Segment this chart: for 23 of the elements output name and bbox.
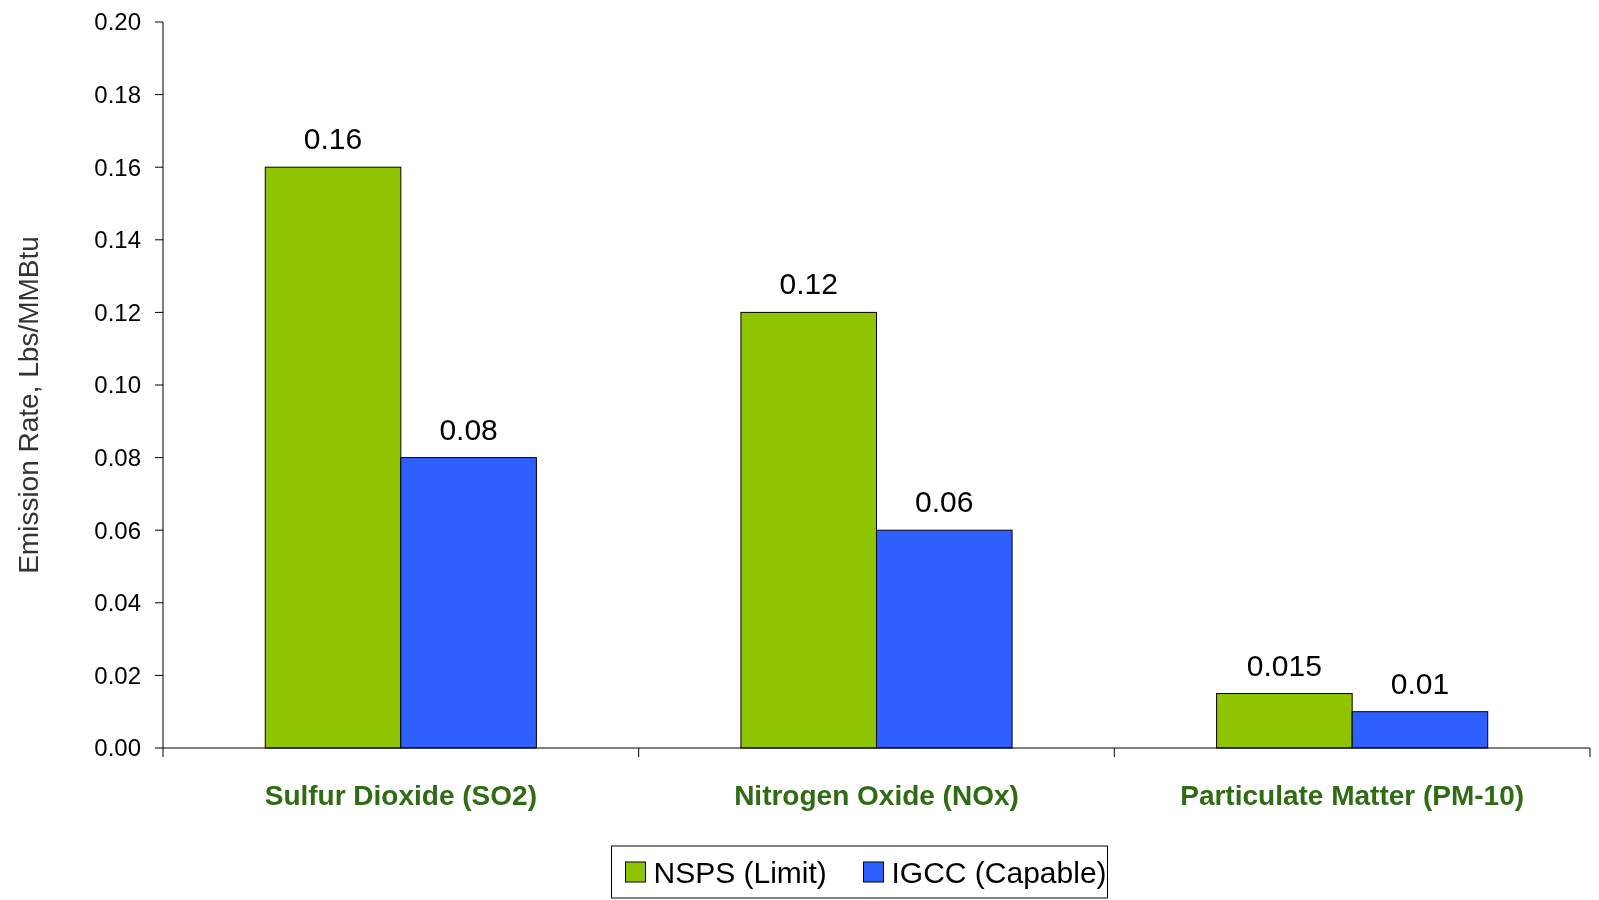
legend-label: NSPS (Limit) xyxy=(653,855,827,889)
data-label: 0.12 xyxy=(779,267,838,301)
x-tick-label: Sulfur Dioxide (SO2) xyxy=(264,780,537,811)
x-tick-label: Particulate Matter (PM-10) xyxy=(1180,780,1525,811)
y-tick-label: 0.18 xyxy=(94,81,141,108)
data-label: 0.06 xyxy=(915,485,974,519)
y-tick-label: 0.14 xyxy=(94,226,141,254)
y-tick-label: 0.08 xyxy=(94,444,141,471)
y-tick-label: 0.00 xyxy=(94,734,141,762)
y-tick-label: 0.04 xyxy=(94,589,141,617)
legend-label: IGCC (Capable) xyxy=(891,855,1107,889)
y-tick-label: 0.02 xyxy=(94,661,141,689)
data-label: 0.16 xyxy=(303,122,363,156)
data-label: 0.01 xyxy=(1390,666,1450,700)
x-tick-label: Nitrogen Oxide (NOx) xyxy=(734,780,1019,811)
data-label: 0.08 xyxy=(439,412,498,446)
y-tick-label: 0.12 xyxy=(94,298,141,326)
data-label: 0.015 xyxy=(1246,648,1322,682)
y-tick-label: 0.20 xyxy=(94,8,141,36)
y-axis-title: Emission Rate, Lbs/MMBtu xyxy=(13,236,44,574)
y-tick-label: 0.16 xyxy=(94,153,141,181)
y-tick-label: 0.10 xyxy=(94,371,141,399)
y-tick-label: 0.06 xyxy=(94,516,141,544)
